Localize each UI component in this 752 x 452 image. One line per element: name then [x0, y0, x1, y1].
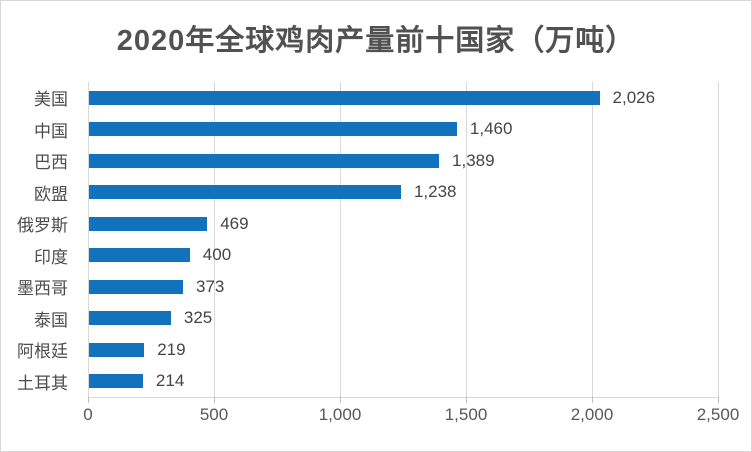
x-axis-line [88, 397, 719, 398]
gridline [214, 82, 215, 397]
bar [89, 153, 440, 168]
value-label: 2,026 [612, 87, 656, 107]
bar-row: 中国 1,460 [1, 114, 751, 146]
bar [89, 90, 600, 105]
value-label: 1,238 [413, 182, 457, 202]
category-label: 俄罗斯 [17, 216, 68, 236]
gridline [718, 82, 719, 397]
x-tick-label: 1,000 [318, 405, 362, 424]
bar [89, 311, 171, 326]
category-label: 巴西 [34, 153, 68, 173]
gridline [592, 82, 593, 397]
bar-row: 美国 2,026 [1, 82, 751, 114]
bar-row: 泰国 325 [1, 303, 751, 335]
x-tick-label: 0 [83, 405, 93, 424]
bar [89, 185, 401, 200]
bar-row: 阿根廷 219 [1, 334, 751, 366]
value-label: 219 [157, 339, 186, 359]
bar-row: 墨西哥 373 [1, 271, 751, 303]
gridline [466, 82, 467, 397]
value-label: 469 [220, 213, 249, 233]
category-label: 中国 [34, 121, 68, 141]
value-label: 1,389 [452, 150, 495, 170]
x-tick-label: 2,000 [570, 405, 614, 424]
bar-row: 印度 400 [1, 240, 751, 272]
bar [89, 248, 190, 263]
bar [89, 374, 143, 389]
value-label: 214 [155, 371, 185, 391]
gridline [340, 82, 341, 397]
category-label: 美国 [34, 90, 68, 110]
bar [89, 122, 457, 137]
bar [89, 216, 208, 231]
chart-title: 2020年全球鸡肉产量前十国家（万吨） [116, 25, 636, 57]
bar-row: 俄罗斯 469 [1, 208, 751, 240]
value-label: 373 [195, 276, 225, 296]
category-label: 土耳其 [17, 373, 68, 393]
category-label: 阿根廷 [17, 342, 68, 362]
value-label: 325 [183, 308, 213, 328]
x-axis-tick-mark [592, 397, 593, 403]
bar [89, 279, 183, 294]
value-label: 1,460 [469, 119, 513, 139]
x-tick-label: 1,500 [444, 405, 488, 424]
x-axis-tick-mark [340, 397, 341, 403]
bar [89, 342, 145, 357]
bar-row: 欧盟 1,238 [1, 177, 751, 209]
bar-row: 巴西 1,389 [1, 145, 751, 177]
gridline [88, 82, 89, 397]
category-label: 印度 [34, 247, 68, 267]
category-label: 墨西哥 [17, 279, 68, 299]
category-label: 泰国 [34, 310, 68, 330]
category-label: 欧盟 [34, 184, 68, 204]
x-tick-label: 2,500 [696, 405, 740, 424]
x-axis-tick-mark [88, 397, 89, 403]
plot-area [88, 82, 719, 397]
x-axis-tick-mark [718, 397, 719, 403]
x-axis-tick-mark [214, 397, 215, 403]
value-label: 400 [202, 245, 232, 265]
x-axis-tick-mark [466, 397, 467, 403]
x-tick-label: 500 [199, 405, 229, 424]
bar-row: 土耳其 214 [1, 366, 751, 398]
